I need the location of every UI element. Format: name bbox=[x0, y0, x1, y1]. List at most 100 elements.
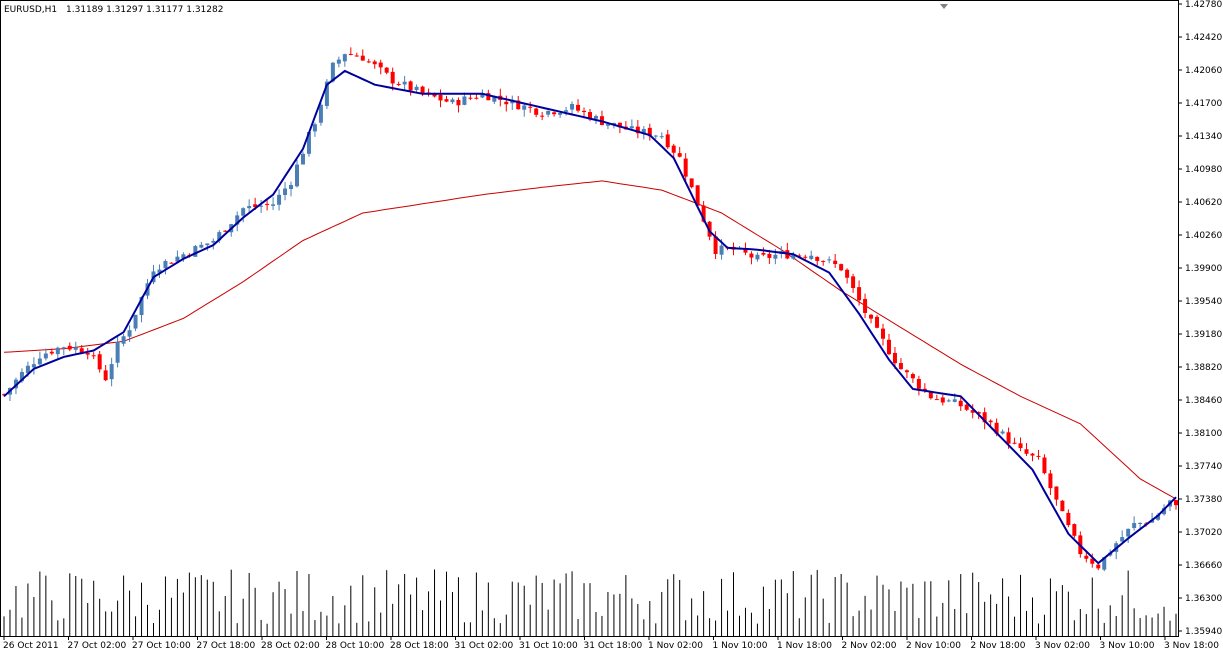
candle-body bbox=[480, 93, 485, 98]
candle-body bbox=[964, 404, 969, 410]
candle-body bbox=[103, 370, 108, 381]
candle-body bbox=[851, 276, 856, 289]
candle-body bbox=[516, 100, 521, 110]
candle-body bbox=[558, 112, 563, 115]
candle-body bbox=[588, 112, 592, 120]
candle-body bbox=[408, 81, 413, 91]
candle-body bbox=[857, 287, 862, 301]
price-tick-label: 1.38100 bbox=[1185, 429, 1222, 439]
candle-body bbox=[19, 371, 24, 382]
price-tick-label: 1.39900 bbox=[1185, 264, 1222, 274]
candle-body bbox=[115, 342, 120, 363]
candle-body bbox=[534, 108, 539, 115]
candle-body bbox=[916, 378, 921, 389]
time-tick-label: 31 Oct 18:00 bbox=[584, 641, 643, 651]
candle-body bbox=[85, 353, 90, 355]
price-tick-label: 1.35940 bbox=[1185, 627, 1222, 637]
price-tick-label: 1.40980 bbox=[1185, 165, 1222, 175]
candle-body bbox=[653, 135, 658, 137]
price-tick-label: 1.42420 bbox=[1185, 33, 1222, 43]
candle-body bbox=[659, 136, 664, 138]
candle-body bbox=[1000, 431, 1005, 434]
candle-body bbox=[1138, 522, 1143, 525]
candle-body bbox=[898, 363, 903, 370]
candle-body bbox=[635, 126, 640, 134]
price-tick-label: 1.42060 bbox=[1185, 66, 1222, 76]
candle-body bbox=[540, 115, 545, 117]
candle-body bbox=[1072, 524, 1077, 536]
time-tick-label: 2 Nov 02:00 bbox=[842, 641, 897, 651]
candle-body bbox=[324, 81, 329, 106]
candle-body bbox=[928, 391, 933, 399]
candle-body bbox=[241, 208, 246, 216]
candle-body bbox=[504, 101, 509, 105]
candle-body bbox=[312, 124, 317, 132]
candle-body bbox=[271, 204, 276, 206]
candle-body bbox=[1126, 528, 1131, 537]
candle-body bbox=[139, 297, 144, 316]
candle-body bbox=[773, 254, 778, 259]
candle-body bbox=[671, 145, 676, 153]
candle-body bbox=[869, 314, 874, 319]
price-tick-label: 1.36300 bbox=[1185, 594, 1222, 604]
candle-body bbox=[605, 124, 610, 126]
time-tick-label: 1 Nov 02:00 bbox=[648, 641, 703, 651]
candle-body bbox=[767, 253, 772, 258]
candle-body bbox=[390, 71, 395, 84]
candle-body bbox=[803, 256, 808, 258]
candle-body bbox=[283, 188, 288, 196]
candle-body bbox=[845, 269, 850, 278]
candle-body bbox=[462, 96, 467, 105]
candle-body bbox=[886, 339, 891, 355]
candle-body bbox=[414, 86, 419, 90]
time-tick-label: 31 Oct 02:00 bbox=[455, 641, 514, 651]
volume-layer bbox=[3, 569, 1177, 636]
candle-body bbox=[169, 262, 174, 264]
candle-body bbox=[904, 370, 909, 373]
price-tick-label: 1.37020 bbox=[1185, 528, 1222, 538]
price-tick-label: 1.41340 bbox=[1185, 132, 1222, 142]
candle-body bbox=[1102, 557, 1107, 570]
candle-body bbox=[37, 358, 42, 365]
candle-body bbox=[719, 245, 724, 255]
candle-body bbox=[528, 106, 533, 108]
time-tick-label: 27 Oct 18:00 bbox=[197, 641, 256, 651]
time-axis: 26 Oct 2011 27 Oct 02:00 27 Oct 10:00 27 Oc… bbox=[3, 636, 1219, 651]
candle-body bbox=[289, 185, 294, 190]
candle-body bbox=[372, 61, 377, 65]
candle-body bbox=[378, 62, 383, 68]
price-tick-label: 1.37380 bbox=[1185, 495, 1222, 505]
candle-body bbox=[994, 422, 999, 434]
candle-body bbox=[1174, 500, 1178, 506]
candle-body bbox=[647, 127, 652, 137]
time-tick-label: 2 Nov 18:00 bbox=[971, 641, 1026, 651]
candle-body bbox=[211, 240, 216, 243]
candle-body bbox=[821, 260, 826, 262]
candle-body bbox=[1012, 442, 1017, 444]
price-tick-label: 1.42780 bbox=[1185, 0, 1222, 10]
candle-body bbox=[815, 256, 820, 261]
candle-body bbox=[235, 215, 240, 225]
price-tick-label: 1.40620 bbox=[1185, 198, 1222, 208]
candle-body bbox=[570, 104, 575, 110]
shift-marker-icon[interactable] bbox=[940, 4, 948, 9]
candle-body bbox=[689, 178, 694, 188]
time-tick-label: 2 Nov 10:00 bbox=[906, 641, 961, 651]
candle-body bbox=[881, 328, 885, 339]
candle-body bbox=[546, 110, 551, 115]
candle-body bbox=[761, 252, 766, 255]
candle-body bbox=[259, 205, 264, 207]
candle-body bbox=[277, 194, 282, 205]
time-tick-label: 3 Nov 18:00 bbox=[1164, 641, 1219, 651]
candle-body bbox=[133, 314, 138, 329]
time-tick-label: 26 Oct 2011 bbox=[3, 641, 59, 651]
candle-body bbox=[892, 352, 897, 364]
ohlc-readout: 1.31189 1.31297 1.31177 1.31282 bbox=[66, 5, 223, 15]
candle-body bbox=[677, 153, 682, 157]
candle-body bbox=[743, 248, 748, 253]
candle-body bbox=[827, 259, 832, 261]
candle-body bbox=[247, 206, 252, 209]
time-tick-label: 28 Oct 18:00 bbox=[390, 641, 449, 651]
